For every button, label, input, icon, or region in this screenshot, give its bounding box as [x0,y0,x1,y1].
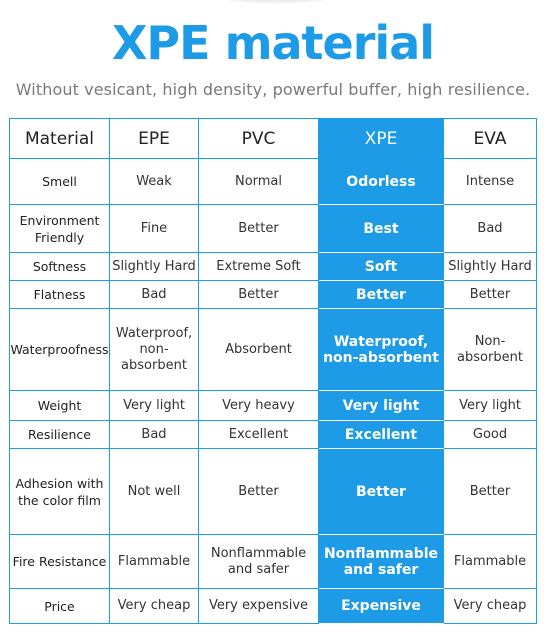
cell-pvc: Very heavy [198,390,319,421]
cell-epe: Bad [109,280,199,309]
header-material: Material [9,118,110,159]
row-label: Weight [9,390,110,421]
cell-xpe: Better [318,448,444,535]
cell-xpe: Excellent [318,420,444,449]
table-row: Softness Slightly Hard Extreme Soft Soft… [9,252,537,281]
cell-pvc: Excellent [198,420,319,449]
cell-eva: Non-absorbent [443,308,537,391]
page-title: XPE material [111,16,435,70]
cell-eva: Good [443,420,537,449]
cell-xpe: Waterproof, non-absorbent [318,308,444,391]
cell-epe: Very light [109,390,199,421]
cell-epe: Fine [109,204,199,253]
cell-epe: Very cheap [109,588,199,624]
header-pvc: PVC [198,118,319,159]
cell-eva: Bad [443,204,537,253]
header-epe: EPE [109,118,199,159]
cell-eva: Better [443,448,537,535]
header-eva: EVA [443,118,537,159]
cell-pvc: Nonflammable and safer [198,534,319,589]
cell-epe: Flammable [109,534,199,589]
cell-epe: Slightly Hard [109,252,199,281]
header-row: Material EPE PVC XPE EVA [9,118,537,159]
cell-pvc: Extreme Soft [198,252,319,281]
page-subtitle: Without vesicant, high density, powerful… [15,80,531,99]
cell-eva: Very cheap [443,588,537,624]
table-row: Weight Very light Very heavy Very light … [9,390,537,421]
cell-pvc: Better [198,204,319,253]
cell-xpe: Very light [318,390,444,421]
cell-pvc: Better [198,280,319,309]
table-row: Smell Weak Normal Odorless Intense [9,158,537,205]
cell-pvc: Better [198,448,319,535]
table-row: Waterproofness Waterproof, non-absorbent… [9,308,537,391]
table-row: Environment Friendly Fine Better Best Ba… [9,204,537,253]
cell-epe: Not well [109,448,199,535]
cell-pvc: Absorbent [198,308,319,391]
table-row: Flatness Bad Better Better Better [9,280,537,309]
cell-xpe: Nonflammable and safer [318,534,444,589]
row-label: Smell [9,158,110,205]
cell-eva: Better [443,280,537,309]
cell-epe: Weak [109,158,199,205]
row-label: Softness [9,252,110,281]
decorative-arc [200,0,350,4]
row-label: Resilience [9,420,110,449]
row-label: Price [9,588,110,624]
cell-epe: Bad [109,420,199,449]
table-row: Resilience Bad Excellent Excellent Good [9,420,537,449]
cell-xpe: Odorless [318,158,444,205]
cell-eva: Flammable [443,534,537,589]
cell-xpe: Better [318,280,444,309]
cell-pvc: Very expensive [198,588,319,624]
cell-eva: Very light [443,390,537,421]
comparison-table: Material EPE PVC XPE EVA Smell Weak Norm… [9,118,537,624]
cell-xpe: Best [318,204,444,253]
row-label: Waterproofness [9,308,110,391]
cell-eva: Intense [443,158,537,205]
cell-xpe: Soft [318,252,444,281]
row-label: Fire Resistance [9,534,110,589]
table-row: Fire Resistance Flammable Nonflammable a… [9,534,537,589]
cell-xpe: Expensive [318,588,444,624]
header-xpe: XPE [318,118,444,159]
cell-eva: Slightly Hard [443,252,537,281]
cell-pvc: Normal [198,158,319,205]
row-label: Environment Friendly [9,204,110,253]
cell-epe: Waterproof, non-absorbent [109,308,199,391]
row-label: Flatness [9,280,110,309]
row-label: Adhesion with the color film [9,448,110,535]
table-row: Adhesion with the color film Not well Be… [9,448,537,535]
table-row: Price Very cheap Very expensive Expensiv… [9,588,537,624]
